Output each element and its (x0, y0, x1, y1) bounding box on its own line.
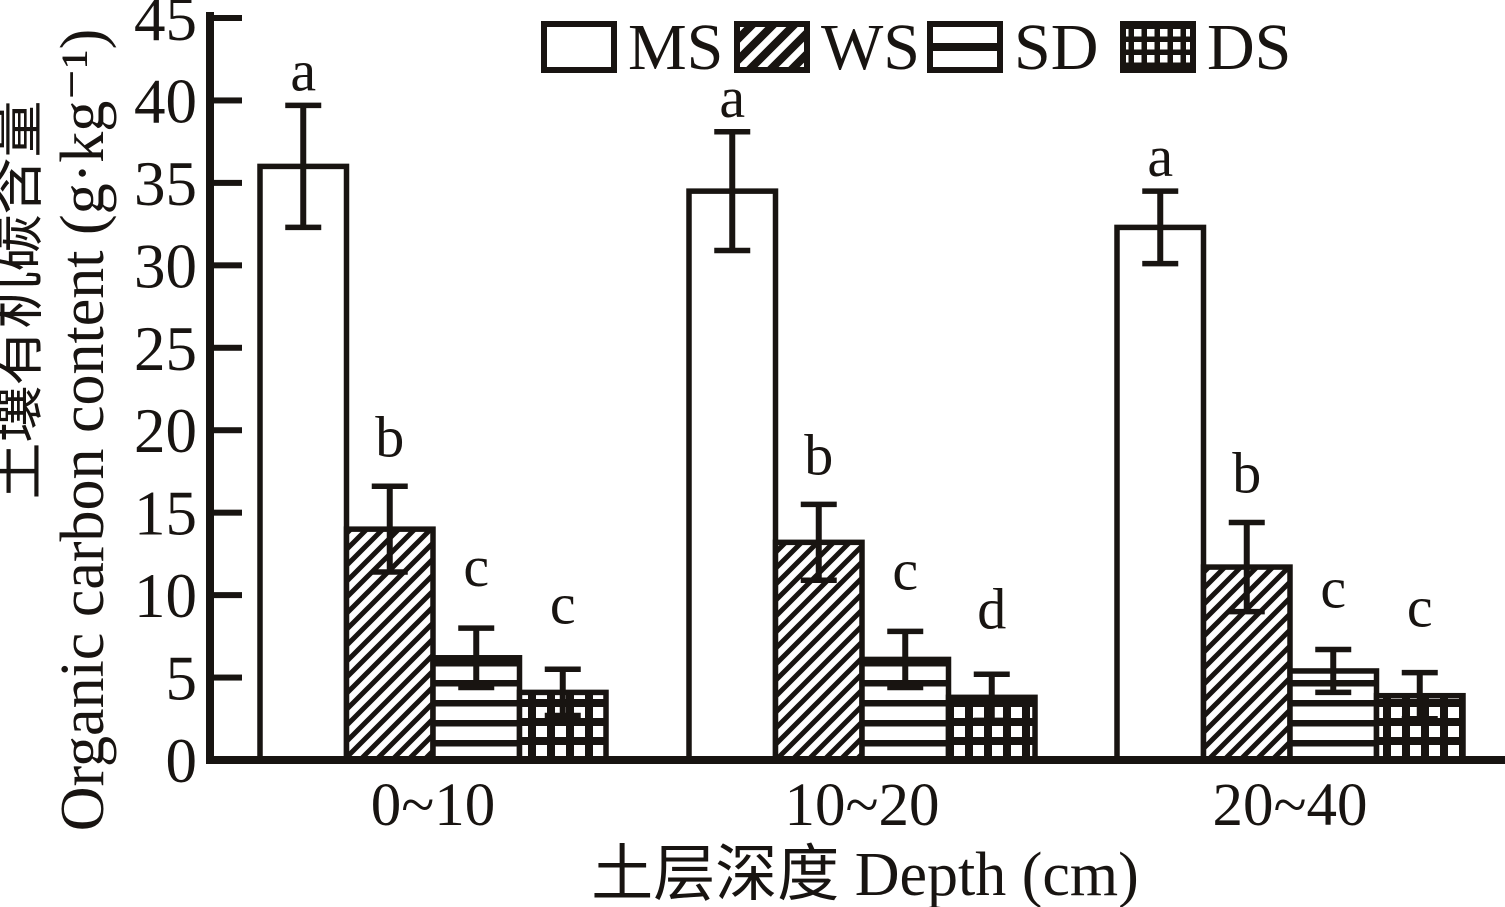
error-bar-ws-20~40 (1228, 519, 1265, 615)
legend-label-ds: DS (1207, 11, 1291, 84)
y-axis-spine (206, 12, 214, 764)
error-bar-sd-0~10 (458, 625, 495, 691)
y-tick-label: 35 (134, 149, 197, 219)
y-tick (214, 427, 242, 434)
sig-letter-ms-10~20: a (719, 65, 745, 130)
sig-letter-ds-10~20: d (977, 576, 1006, 641)
y-axis-title-zh: 土壤有机碳含量 (0, 101, 49, 500)
y-tick-label: 20 (134, 396, 197, 466)
y-tick-label: 25 (134, 314, 197, 384)
sig-letter-sd-10~20: c (892, 537, 918, 602)
legend-swatch-ds (1120, 21, 1196, 73)
y-tick (214, 262, 242, 269)
y-tick (214, 674, 242, 681)
legend-swatch-ws (734, 21, 810, 73)
error-bar-ws-10~20 (800, 501, 837, 584)
y-tick-label: 10 (134, 561, 197, 631)
sig-letter-ds-0~10: c (550, 571, 576, 636)
y-tick-label: 30 (134, 231, 197, 301)
y-tick (214, 179, 242, 186)
sig-letter-ws-0~10: b (375, 404, 404, 469)
error-bar-ds-20~40 (1401, 669, 1438, 722)
y-tick (214, 97, 242, 104)
y-tick-label: 40 (134, 66, 197, 136)
error-bar-sd-20~40 (1315, 646, 1352, 696)
legend-label-ms: MS (628, 11, 723, 84)
legend: MS WS SD DS (541, 11, 1291, 84)
x-category-label: 10~20 (784, 772, 939, 839)
bar-ms-0~10 (257, 163, 350, 763)
sig-letter-ws-20~40: b (1232, 441, 1261, 506)
legend-label-ws: WS (821, 11, 920, 84)
error-bar-ws-0~10 (371, 483, 408, 575)
x-category-label: 20~40 (1212, 772, 1367, 839)
x-category-label: 0~10 (371, 772, 496, 839)
x-axis-spine (206, 756, 1505, 764)
sig-letter-ws-10~20: b (804, 422, 833, 487)
error-bar-ds-10~20 (973, 671, 1010, 724)
error-bar-ms-0~10 (285, 102, 322, 231)
legend-swatch-ms (541, 21, 617, 73)
y-tick (214, 592, 242, 599)
error-bar-ms-10~20 (714, 129, 751, 254)
sig-letter-ms-0~10: a (290, 38, 316, 103)
y-tick (214, 15, 242, 21)
bar-ms-10~20 (686, 188, 779, 763)
y-tick-label: 0 (166, 726, 198, 796)
x-axis-title: 土层深度 Depth (cm) (591, 841, 1139, 907)
sig-letter-sd-0~10: c (463, 534, 489, 599)
error-bar-sd-10~20 (887, 628, 924, 691)
y-tick-label: 5 (166, 644, 198, 714)
sig-letter-ds-20~40: c (1407, 575, 1433, 640)
y-tick-label: 45 (134, 0, 197, 54)
error-bar-ms-20~40 (1142, 188, 1179, 267)
y-tick (214, 344, 242, 351)
sig-letter-sd-20~40: c (1320, 556, 1346, 621)
bar-ms-20~40 (1114, 224, 1207, 763)
y-tick-label: 15 (134, 479, 197, 549)
legend-swatch-sd (927, 21, 1003, 73)
sig-letter-ms-20~40: a (1147, 124, 1173, 189)
legend-label-sd: SD (1014, 11, 1098, 84)
y-axis-title-en: Organic carbon content (g·kg⁻¹) (49, 29, 117, 832)
y-tick (214, 509, 242, 516)
error-bar-ds-0~10 (544, 666, 581, 719)
